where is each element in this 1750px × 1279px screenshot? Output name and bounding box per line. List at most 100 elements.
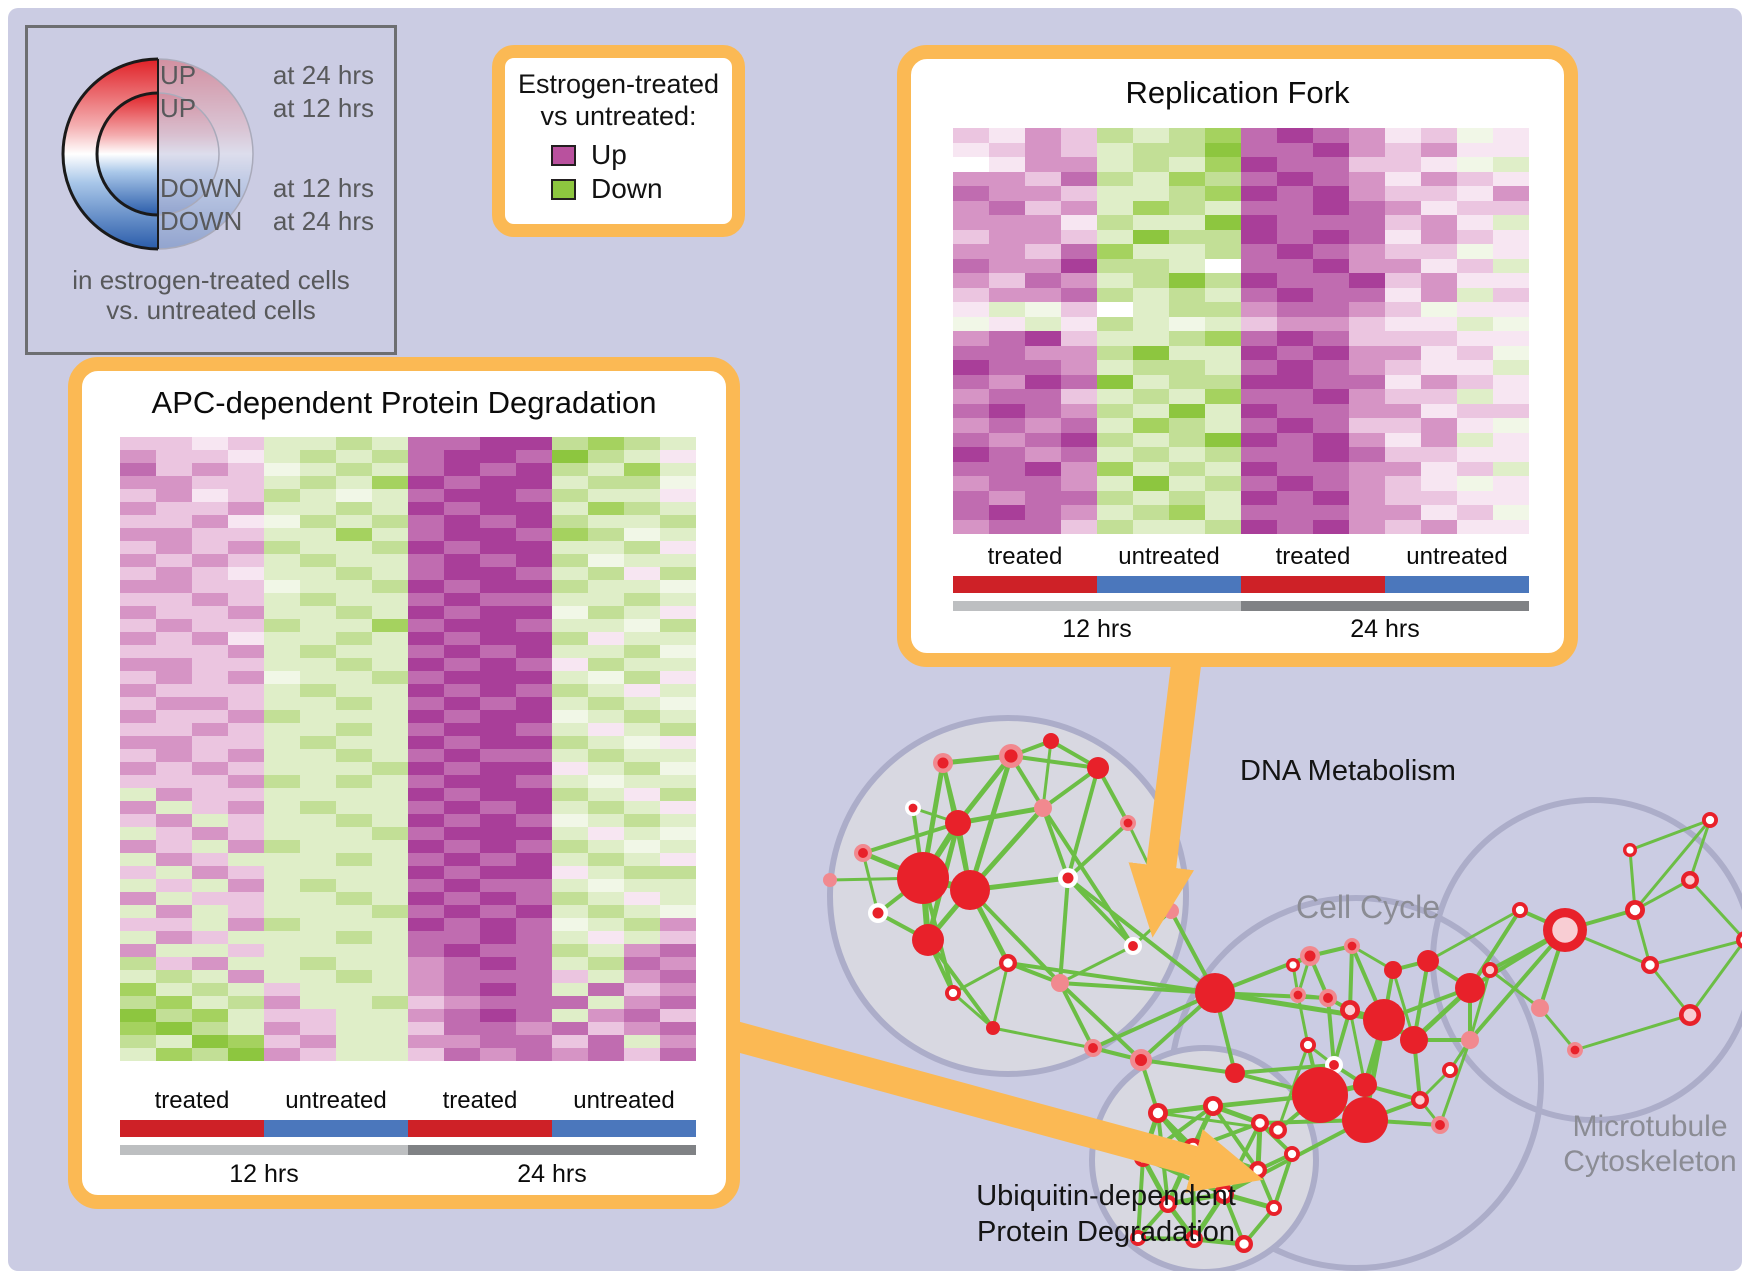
heatmap-cell — [1457, 490, 1493, 505]
heatmap-cell — [1457, 418, 1493, 433]
heatmap-cell — [1205, 258, 1241, 273]
heatmap-cell — [1241, 186, 1277, 201]
heatmap-cell — [444, 983, 480, 996]
heatmap-cell — [1025, 461, 1061, 476]
treated-bar — [408, 1120, 552, 1137]
untreated-bar — [552, 1120, 696, 1137]
heatmap-cell — [372, 1009, 408, 1022]
heatmap-cell — [480, 827, 516, 840]
network-edge — [1058, 877, 1070, 984]
network-edge — [1326, 997, 1336, 1066]
heatmap-cell — [660, 684, 696, 697]
heatmap-cell — [1169, 244, 1205, 259]
heatmap-cell — [1205, 229, 1241, 244]
heatmap-cell — [1421, 519, 1457, 534]
heatmap-cell — [1205, 345, 1241, 360]
heatmap-cell — [336, 541, 372, 554]
heatmap-cell — [300, 762, 336, 775]
network-edge — [1348, 945, 1354, 1011]
network-edge — [926, 938, 995, 1030]
heatmap-cell — [1205, 186, 1241, 201]
heatmap-cell — [1205, 505, 1241, 520]
network-node — [950, 870, 990, 910]
heatmap-cell — [372, 541, 408, 554]
network-node — [1051, 974, 1069, 992]
heatmap-cell — [1133, 519, 1169, 534]
network-node — [1415, 1095, 1425, 1105]
heatmap-cell — [1205, 461, 1241, 476]
heatmap-cell — [552, 983, 588, 996]
heatmap-cell — [1385, 461, 1421, 476]
down-color-swatch — [551, 178, 576, 200]
heatmap-cell — [624, 814, 660, 827]
heatmap-cell — [1349, 403, 1385, 418]
network-node — [1683, 1008, 1697, 1022]
heatmap-cell — [408, 697, 444, 710]
heatmap-cell — [300, 801, 336, 814]
heatmap-cell — [264, 463, 300, 476]
heatmap-cell — [264, 554, 300, 567]
network-node — [1570, 1045, 1580, 1055]
network-edge — [1041, 807, 1070, 879]
heatmap-cell — [1133, 505, 1169, 520]
heatmap-cell — [372, 645, 408, 658]
heatmap-cell — [408, 775, 444, 788]
heatmap-cell — [408, 619, 444, 632]
network-node — [1253, 1165, 1263, 1175]
heatmap-cell — [480, 944, 516, 957]
heatmap-row — [120, 788, 696, 801]
heatmap-cell — [1313, 171, 1349, 186]
heatmap-cell — [444, 814, 480, 827]
heatmap-cell — [372, 632, 408, 645]
heatmap-cell — [264, 606, 300, 619]
network-node — [1043, 733, 1059, 749]
heatmap-cell — [1385, 505, 1421, 520]
heatmap-cell — [1025, 157, 1061, 172]
heatmap-cell — [336, 671, 372, 684]
heatmap-cell — [1277, 186, 1313, 201]
heatmap-cell — [1277, 389, 1313, 404]
heatmap-cell — [1349, 142, 1385, 157]
heatmap-row — [120, 736, 696, 749]
heatmap-cell — [1349, 229, 1385, 244]
heatmap-cell — [1025, 505, 1061, 520]
heatmap-cell — [120, 762, 156, 775]
heatmap-cell — [228, 671, 264, 684]
heatmap-row — [953, 287, 1529, 302]
heatmap-cell — [1061, 418, 1097, 433]
heatmap-cell — [1313, 374, 1349, 389]
heatmap-cell — [1277, 447, 1313, 462]
heatmap-cell — [264, 476, 300, 489]
heatmap-cell — [300, 541, 336, 554]
heatmap-row — [120, 775, 696, 788]
heatmap-cell — [264, 840, 300, 853]
heatmap-cell — [1457, 360, 1493, 375]
heatmap-cell — [300, 632, 336, 645]
heatmap-cell — [588, 489, 624, 502]
heatmap-cell — [588, 645, 624, 658]
heatmap-cell — [120, 437, 156, 450]
heatmap-cell — [660, 944, 696, 957]
heatmap-cell — [953, 476, 989, 491]
rf-time-bar — [953, 601, 1529, 611]
heatmap-cell — [660, 970, 696, 983]
heatmap-cell — [1061, 302, 1097, 317]
heatmap-cell — [300, 476, 336, 489]
heatmap-cell — [300, 567, 336, 580]
heatmap-cell — [1349, 461, 1385, 476]
heatmap-cell — [1205, 287, 1241, 302]
heatmap-cell — [480, 957, 516, 970]
heatmap-cell — [552, 541, 588, 554]
heatmap-cell — [989, 273, 1025, 288]
heatmap-cell — [372, 827, 408, 840]
network-node — [1128, 941, 1138, 951]
heatmap-row — [120, 1048, 696, 1061]
untreated-bar — [1385, 576, 1529, 593]
heatmap-cell — [1457, 171, 1493, 186]
heatmap-cell — [1241, 244, 1277, 259]
heatmap-cell — [336, 723, 372, 736]
network-node — [1344, 1004, 1356, 1016]
heatmap-cell — [264, 684, 300, 697]
heatmap-row — [120, 684, 696, 697]
heatmap-cell — [1241, 215, 1277, 230]
